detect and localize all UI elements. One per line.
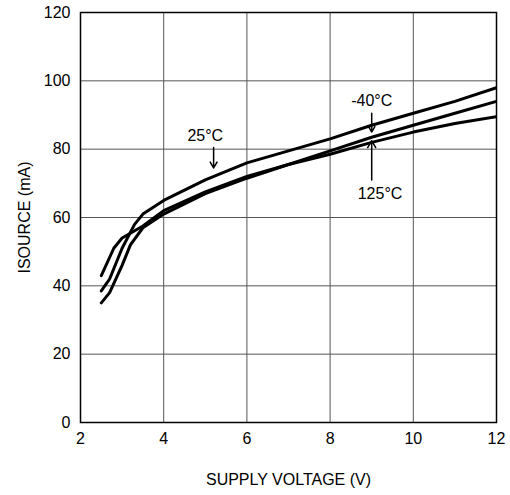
svg-text:125°C: 125°C: [358, 185, 403, 202]
svg-text:0: 0: [62, 414, 71, 431]
svg-text:8: 8: [326, 430, 335, 447]
svg-text:60: 60: [53, 209, 71, 226]
svg-text:80: 80: [53, 140, 71, 157]
svg-text:120: 120: [44, 4, 71, 21]
svg-text:10: 10: [404, 430, 422, 447]
svg-text:ISOURCE (mA): ISOURCE (mA): [16, 162, 33, 274]
svg-text:12: 12: [488, 430, 506, 447]
svg-text:SUPPLY VOLTAGE (V): SUPPLY VOLTAGE (V): [206, 471, 371, 488]
svg-text:40: 40: [53, 277, 71, 294]
svg-text:20: 20: [53, 345, 71, 362]
svg-text:100: 100: [44, 72, 71, 89]
svg-text:-40°C: -40°C: [351, 92, 392, 109]
svg-text:4: 4: [159, 430, 168, 447]
svg-text:25°C: 25°C: [187, 127, 223, 144]
svg-text:2: 2: [76, 430, 85, 447]
svg-text:6: 6: [242, 430, 251, 447]
